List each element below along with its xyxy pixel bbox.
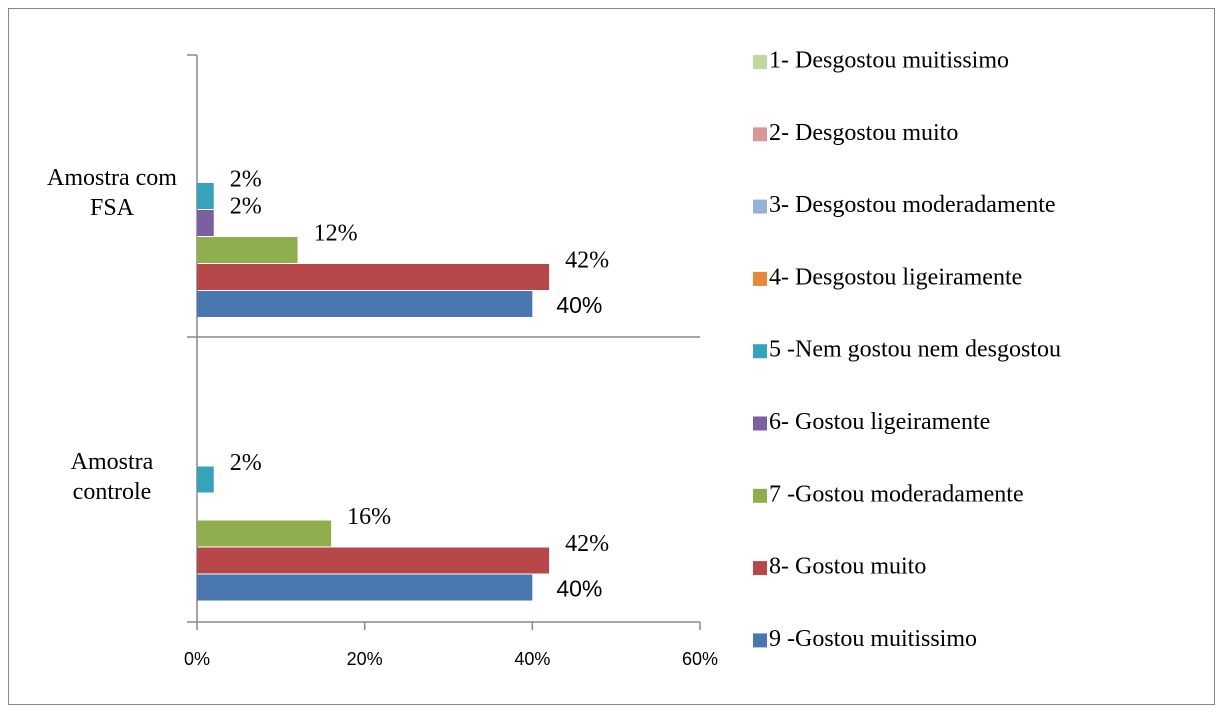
data-label: 42%	[565, 248, 609, 274]
legend-label: 2- Desgostou muito	[769, 120, 958, 146]
bar	[197, 547, 550, 574]
x-tick-label: 60%	[682, 649, 718, 669]
data-label: 2%	[230, 450, 262, 476]
legend-swatch	[753, 633, 767, 648]
bar	[197, 210, 214, 236]
category-label: Amostra controle	[70, 448, 154, 505]
legend-label: 9 -Gostou muitissimo	[769, 626, 977, 652]
legend-swatch	[753, 561, 767, 576]
data-label: 42%	[565, 531, 609, 557]
legend-swatch	[753, 271, 767, 286]
x-tick-label: 0%	[184, 649, 210, 669]
legend-label: 1- Desgostou muitissimo	[769, 48, 1009, 74]
bar	[197, 183, 214, 209]
legend-swatch	[753, 488, 767, 503]
data-label: 40%	[556, 576, 602, 602]
legend-label: 8- Gostou muito	[769, 554, 926, 580]
legend-label: 3- Desgostou moderadamente	[769, 192, 1056, 218]
legend-label: 4- Desgostou ligeiramente	[769, 264, 1022, 290]
legend-label: 6- Gostou ligeiramente	[769, 409, 990, 435]
legend-swatch	[753, 344, 767, 359]
bar	[197, 520, 332, 547]
bar	[197, 466, 214, 493]
category-label: Amostra com FSA	[47, 165, 177, 221]
bar	[197, 574, 533, 601]
data-label: 16%	[347, 504, 391, 530]
x-tick-label: 20%	[347, 649, 383, 669]
legend-swatch	[753, 416, 767, 431]
x-tick-label: 40%	[514, 649, 550, 669]
data-label: 40%	[556, 292, 602, 318]
data-label: 2%	[230, 167, 262, 193]
legend-label: 7 -Gostou moderadamente	[769, 481, 1024, 507]
legend-swatch	[753, 55, 767, 69]
bar	[197, 264, 550, 290]
legend-swatch	[753, 127, 767, 142]
data-label: 2%	[230, 194, 262, 220]
bar	[197, 237, 298, 263]
legend-swatch	[753, 199, 767, 214]
chart-frame	[8, 8, 1215, 705]
bar	[197, 291, 533, 317]
legend-label: 5 -Nem gostou nem desgostou	[769, 337, 1061, 363]
data-label: 12%	[314, 221, 358, 247]
